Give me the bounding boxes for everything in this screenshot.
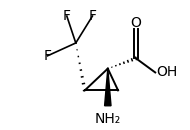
Polygon shape (105, 69, 111, 106)
Text: O: O (131, 16, 141, 30)
Text: F: F (63, 9, 71, 23)
Text: F: F (44, 49, 52, 63)
Text: NH₂: NH₂ (95, 112, 121, 126)
Text: OH: OH (157, 65, 178, 79)
Text: F: F (88, 9, 97, 23)
